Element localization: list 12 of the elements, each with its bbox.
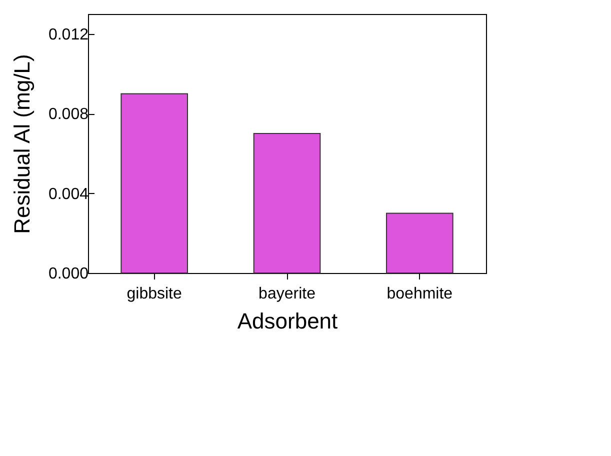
bar xyxy=(120,93,188,274)
y-axis-title: Residual Al (mg/L) xyxy=(9,54,34,234)
x-axis-title: Adsorbent xyxy=(237,308,338,334)
y-tick-label: 0.012 xyxy=(48,26,89,44)
x-tick-label: boehmite xyxy=(386,286,453,302)
x-tick-label: gibbsite xyxy=(126,286,182,302)
x-tick-label: bayerite xyxy=(258,286,316,302)
y-tick-label: 0.000 xyxy=(48,266,89,282)
y-tick-label: 0.008 xyxy=(48,106,89,124)
y-tick-label: 0.004 xyxy=(48,186,89,203)
bar xyxy=(253,133,321,274)
bar xyxy=(386,212,454,274)
